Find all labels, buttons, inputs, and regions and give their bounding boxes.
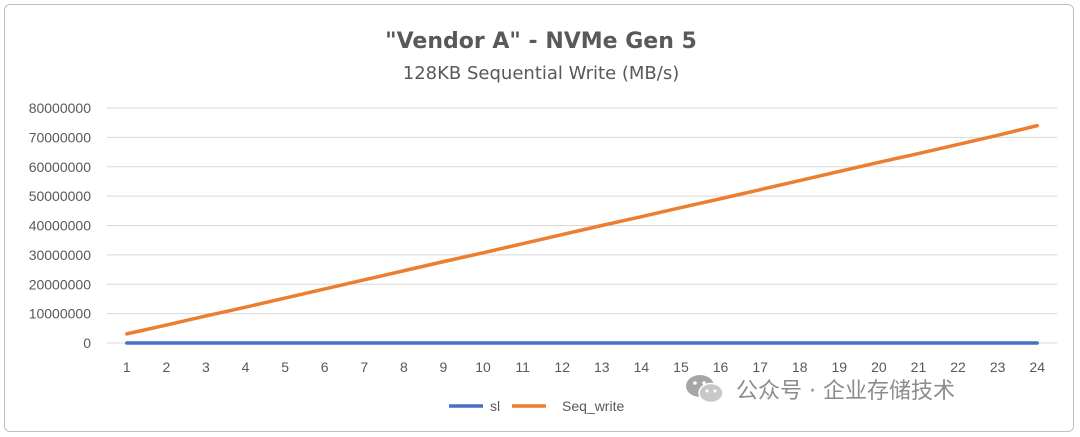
x-tick-label: 24 <box>1029 359 1045 375</box>
x-tick-label: 17 <box>752 359 768 375</box>
x-axis-ticks: 1 2 3 4 5 6 7 8 9 10 11 12 13 14 15 16 17 18 19 20 21 22 23 24 <box>123 359 1045 375</box>
y-tick-label: 10000000 <box>29 306 92 322</box>
y-axis-ticks: 0 10000000 20000000 30000000 40000000 5000000… <box>29 100 92 351</box>
chart-subtitle: 128KB Sequential Write (MB/s) <box>403 63 679 84</box>
x-tick-label: 7 <box>360 359 368 375</box>
x-tick-label: 5 <box>281 359 289 375</box>
y-tick-label: 30000000 <box>29 247 92 263</box>
x-tick-label: 10 <box>475 359 491 375</box>
chart-frame <box>4 4 1074 432</box>
series-line-seq-write <box>125 123 1039 336</box>
y-tick-label: 0 <box>83 335 91 351</box>
legend: sl Seq_write <box>449 398 624 414</box>
x-tick-label: 22 <box>950 359 966 375</box>
x-tick-label: 21 <box>911 359 927 375</box>
x-tick-label: 12 <box>554 359 570 375</box>
y-tick-label: 20000000 <box>29 276 92 292</box>
x-tick-label: 6 <box>321 359 329 375</box>
chart-title: "Vendor A" - NVMe Gen 5 <box>385 29 697 54</box>
x-tick-label: 1 <box>123 359 131 375</box>
y-tick-label: 70000000 <box>29 129 92 145</box>
watermark: 公众号 · 企业存储技术 <box>684 372 955 406</box>
legend-label: sl <box>490 398 500 414</box>
x-tick-label: 2 <box>162 359 170 375</box>
x-tick-label: 23 <box>990 359 1006 375</box>
series-lines <box>125 123 1039 345</box>
x-tick-label: 16 <box>713 359 729 375</box>
x-tick-label: 20 <box>871 359 887 375</box>
y-tick-label: 40000000 <box>29 218 92 234</box>
x-tick-label: 15 <box>673 359 689 375</box>
legend-label: Seq_write <box>562 398 624 414</box>
x-tick-label: 8 <box>400 359 408 375</box>
x-tick-label: 3 <box>202 359 210 375</box>
watermark-text: 公众号 · 企业存储技术 <box>736 379 955 404</box>
x-tick-label: 4 <box>242 359 250 375</box>
x-tick-label: 14 <box>634 359 650 375</box>
x-tick-label: 11 <box>515 359 530 375</box>
y-tick-label: 80000000 <box>29 100 92 116</box>
wechat-icon <box>686 375 724 404</box>
x-tick-label: 9 <box>440 359 448 375</box>
y-tick-label: 50000000 <box>29 188 92 204</box>
x-tick-label: 18 <box>792 359 808 375</box>
y-tick-label: 60000000 <box>29 159 92 175</box>
x-tick-label: 19 <box>832 359 848 375</box>
x-tick-label: 13 <box>594 359 610 375</box>
